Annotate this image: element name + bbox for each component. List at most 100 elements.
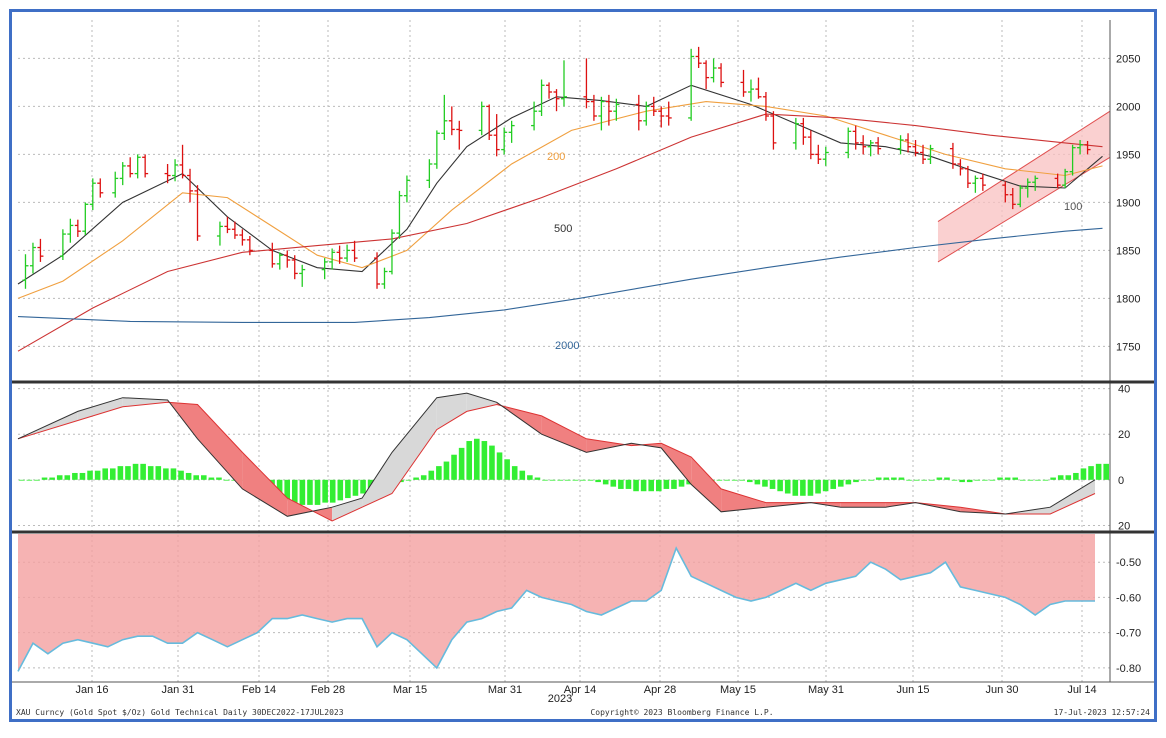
- histogram-bar: [731, 479, 738, 481]
- histogram-bar: [936, 477, 943, 480]
- histogram-bar: [140, 463, 146, 480]
- price-bar: [800, 117, 807, 145]
- price-bar: [740, 69, 747, 97]
- histogram-bar: [56, 475, 63, 480]
- histogram-bar: [345, 479, 351, 499]
- osc-tick-label: 20: [1118, 429, 1130, 441]
- x-tick-label: Feb 14: [242, 684, 276, 696]
- oscillator-band: [541, 415, 587, 453]
- histogram-bar: [853, 479, 859, 483]
- moving-average-2000: [17, 227, 1103, 323]
- histogram-bar: [284, 479, 290, 501]
- histogram-bar: [292, 479, 298, 503]
- histogram-bar: [34, 479, 40, 481]
- histogram-bar: [527, 475, 533, 480]
- x-axis-year-label: 2023: [548, 693, 572, 705]
- price-bar: [972, 175, 979, 193]
- price-tick-label: 1900: [1116, 197, 1140, 209]
- price-bar: [97, 178, 104, 198]
- histogram-bar: [565, 479, 571, 481]
- price-bar: [852, 125, 859, 150]
- x-tick-label: May 31: [808, 684, 844, 696]
- oscillator-band: [1050, 479, 1095, 514]
- histogram-bar: [663, 479, 670, 489]
- histogram-bar: [147, 466, 154, 480]
- price-bar: [172, 159, 179, 182]
- histogram-bar: [830, 479, 836, 489]
- oscillator-band: [362, 452, 392, 508]
- histogram-bar: [102, 468, 108, 480]
- histogram-bar: [155, 466, 162, 480]
- price-bar: [1077, 140, 1084, 155]
- price-bar: [875, 137, 882, 155]
- oscillator-slow-line: [17, 401, 1096, 522]
- price-bar: [1024, 178, 1031, 198]
- price-bar: [22, 254, 29, 289]
- price-bar: [187, 168, 194, 203]
- histogram-bar: [466, 441, 472, 480]
- price-bar: [979, 173, 986, 191]
- price-bar: [538, 79, 545, 116]
- price-bar: [478, 101, 485, 136]
- bottom-area-line: [17, 546, 1095, 672]
- price-bar: [553, 89, 560, 112]
- histogram-bar: [458, 447, 465, 480]
- price-bar: [957, 159, 964, 176]
- histogram-bar: [989, 479, 996, 481]
- histogram-bar: [913, 479, 920, 481]
- price-bar: [897, 135, 904, 155]
- price-bar: [762, 92, 769, 121]
- histogram-bar: [125, 466, 131, 480]
- histogram-bar: [822, 479, 829, 492]
- histogram-bar: [87, 470, 93, 480]
- price-bar: [299, 264, 306, 287]
- histogram-bar: [951, 479, 958, 481]
- oscillator-band: [436, 393, 467, 430]
- histogram-bar: [276, 479, 283, 499]
- footer-center: Copyright© 2023 Bloomberg Finance L.P.: [590, 708, 773, 717]
- price-bar: [321, 258, 328, 280]
- price-tick-label: 1750: [1116, 341, 1140, 353]
- bottom-tick-label: -0.60: [1116, 592, 1141, 604]
- footer-left: XAU Curncy (Gold Spot $/Oz) Gold Technic…: [16, 708, 344, 717]
- histogram-bar: [436, 466, 442, 480]
- price-bar: [860, 135, 867, 155]
- histogram-bar: [997, 477, 1003, 480]
- price-bar: [949, 142, 956, 169]
- price-bar: [179, 144, 186, 179]
- histogram-bar: [41, 477, 48, 480]
- histogram-bar: [762, 479, 768, 487]
- histogram-bar: [329, 479, 336, 503]
- price-bar: [920, 144, 927, 164]
- histogram-bar: [640, 479, 647, 492]
- histogram-bar: [94, 470, 101, 480]
- histogram-bar: [314, 479, 321, 505]
- oscillator-band: [586, 438, 632, 453]
- price-tick-label: 2050: [1116, 53, 1140, 65]
- histogram-bar: [974, 479, 981, 481]
- price-tick-label: 1800: [1116, 293, 1140, 305]
- histogram-bar: [360, 479, 366, 494]
- oscillator-band: [466, 393, 497, 412]
- histogram-bar: [216, 477, 222, 480]
- price-bar: [912, 140, 919, 157]
- histogram-bar: [451, 454, 457, 480]
- price-bar: [82, 202, 89, 236]
- price-bar: [508, 120, 515, 143]
- histogram-bar: [618, 479, 624, 489]
- histogram-bar: [163, 468, 169, 480]
- price-bar: [246, 236, 253, 256]
- histogram-bar: [777, 479, 783, 492]
- price-bar: [822, 146, 829, 166]
- x-tick-label: Jan 16: [75, 684, 108, 696]
- histogram-bar: [1012, 477, 1018, 480]
- histogram-bar: [26, 479, 33, 481]
- oscillator-band: [721, 488, 766, 512]
- histogram-bar: [1088, 466, 1094, 480]
- histogram-bar: [580, 479, 586, 481]
- histogram-bar: [413, 477, 419, 480]
- price-bar: [269, 242, 276, 268]
- bottom-panel: [17, 534, 1095, 672]
- price-bar: [613, 98, 620, 121]
- histogram-bar: [72, 472, 78, 480]
